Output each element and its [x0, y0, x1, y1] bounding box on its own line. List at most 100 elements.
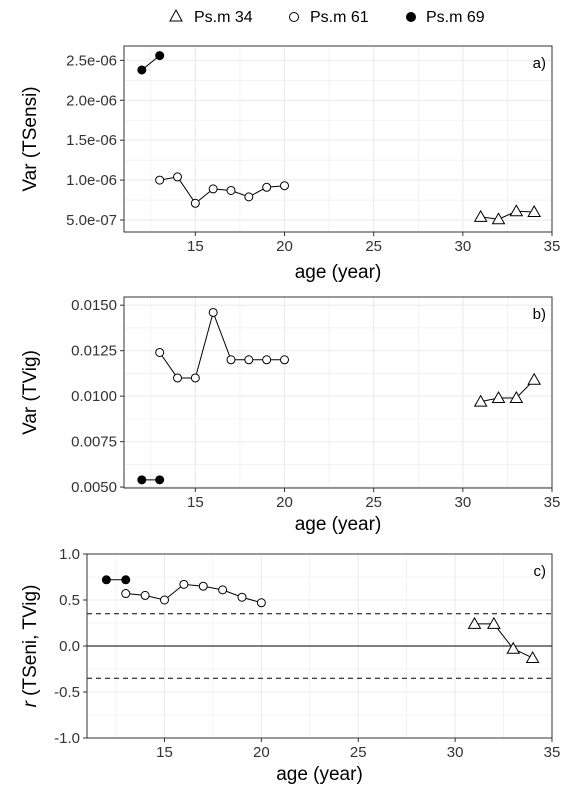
data-point-triangle — [527, 372, 542, 385]
data-point-filled-circle — [101, 575, 111, 585]
y-tick-label: 2.0e-06 — [66, 92, 117, 109]
y-tick-label: 0.0100 — [71, 388, 117, 405]
data-point-triangle — [487, 616, 501, 629]
y-tick-label: 0.0050 — [71, 479, 117, 496]
data-point-open-circle — [160, 595, 169, 605]
data-point-open-circle — [173, 373, 182, 383]
y-tick-label: 5.0e-07 — [66, 212, 117, 229]
legend-marker-triangle — [169, 8, 183, 22]
y-axis-title: Var (TVig) — [20, 350, 41, 435]
data-point-triangle — [491, 390, 506, 403]
x-tick-label: 25 — [365, 238, 382, 255]
legend-label: Ps.m 34 — [194, 9, 253, 26]
legend-item-ps-m-61: Ps.m 61 — [289, 9, 369, 26]
x-axis-title: age (year) — [295, 514, 382, 535]
data-point-triangle — [527, 205, 542, 218]
panel-border — [123, 45, 553, 233]
data-point-open-circle — [280, 181, 289, 191]
data-point-triangle — [467, 616, 482, 629]
data-point-triangle — [491, 212, 506, 225]
panel-c: 15 20 25 30 35 -1.0 -0.5 0.0 0.5 1.0 c) age (year) r… — [20, 546, 560, 785]
data-point-filled-circle — [155, 475, 165, 485]
data-point-triangle — [525, 650, 540, 663]
y-tick-label: -1.0 — [54, 730, 80, 747]
data-point-filled-circle — [137, 475, 147, 485]
data-point-open-circle — [226, 185, 236, 195]
x-tick-label: 30 — [454, 238, 471, 255]
series-line — [474, 623, 533, 659]
y-tick-label: 2.5e-06 — [66, 52, 117, 69]
x-tick-label: 20 — [253, 744, 270, 761]
y-tick-label: 0.0150 — [71, 297, 117, 314]
data-point-filled-circle — [155, 51, 165, 61]
y-tick-label: -0.5 — [54, 684, 80, 701]
y-tick-label: 0.5 — [59, 592, 80, 609]
x-tick-label: 25 — [350, 744, 367, 761]
data-point-triangle — [473, 209, 488, 222]
data-point-triangle — [509, 204, 524, 217]
x-tick-label: 15 — [187, 494, 204, 511]
x-tick-label: 20 — [276, 494, 293, 511]
data-point-open-circle — [121, 589, 131, 599]
panel-tag: b) — [533, 306, 546, 323]
data-point-open-circle — [208, 307, 218, 317]
y-tick-label: 0.0 — [59, 638, 80, 655]
x-tick-label: 35 — [544, 494, 561, 511]
x-tick-label: 20 — [276, 238, 293, 255]
data-point-triangle — [473, 394, 488, 407]
legend-label: Ps.m 69 — [426, 9, 485, 26]
data-point-filled-circle — [137, 65, 147, 75]
data-point-open-circle — [198, 581, 208, 591]
panel-tag: a) — [533, 55, 546, 72]
data-point-open-circle — [280, 355, 289, 365]
y-axis-title: Var (TSensi) — [20, 86, 41, 191]
data-point-open-circle — [173, 172, 182, 182]
series-line — [480, 210, 535, 220]
x-tick-label: 15 — [187, 238, 204, 255]
x-tick-label: 30 — [447, 744, 464, 761]
data-point-open-circle — [155, 175, 165, 185]
data-point-open-circle — [237, 592, 247, 602]
data-point-open-circle — [140, 590, 150, 600]
data-point-open-circle — [262, 355, 272, 365]
data-point-open-circle — [244, 355, 254, 365]
x-tick-label: 15 — [156, 744, 173, 761]
y-tick-label: 0.0125 — [71, 343, 117, 360]
x-axis-title: age (year) — [295, 262, 382, 283]
legend-label: Ps.m 61 — [310, 9, 369, 26]
y-tick-label: 0.0075 — [71, 434, 117, 451]
legend-marker-open-circle — [289, 12, 299, 22]
data-point-open-circle — [226, 355, 236, 365]
legend-item-ps-m-69: Ps.m 69 — [406, 9, 485, 26]
legend: Ps.m 34 Ps.m 61 Ps.m 69 — [169, 8, 485, 26]
panel-b: 15 20 25 30 35 0.0050 0.0075 0.0100 0.0125 0.0150… — [20, 296, 561, 535]
data-point-triangle — [506, 641, 521, 654]
data-point-open-circle — [179, 579, 189, 589]
x-tick-label: 25 — [365, 494, 382, 511]
y-tick-label: 1.0 — [59, 546, 80, 563]
data-point-open-circle — [190, 373, 200, 383]
data-point-open-circle — [244, 192, 254, 202]
data-point-open-circle — [218, 585, 228, 595]
data-point-triangle — [509, 390, 524, 403]
legend-marker-filled-circle — [406, 12, 416, 22]
data-point-filled-circle — [121, 575, 131, 585]
panel-border — [123, 296, 553, 489]
y-axis-title: r (TSeni, TVig) — [20, 585, 41, 708]
panel-background — [124, 46, 552, 232]
x-tick-label: 35 — [544, 744, 561, 761]
panel-background — [124, 297, 552, 488]
y-tick-label: 1.5e-06 — [66, 132, 117, 149]
data-point-open-circle — [262, 182, 272, 192]
panel-tag: c) — [534, 563, 547, 580]
x-axis-title: age (year) — [276, 764, 363, 785]
x-tick-label: 30 — [454, 494, 471, 511]
series-line — [480, 379, 535, 403]
data-point-open-circle — [155, 347, 165, 357]
data-point-open-circle — [208, 184, 218, 194]
data-point-open-circle — [256, 598, 266, 608]
x-tick-label: 35 — [544, 238, 561, 255]
y-tick-label: 1.0e-06 — [66, 172, 117, 189]
legend-item-ps-m-34: Ps.m 34 — [169, 8, 253, 26]
